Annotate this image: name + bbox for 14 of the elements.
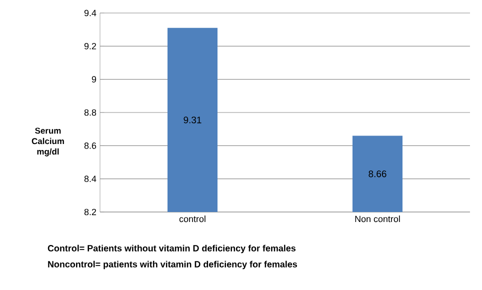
y-tick-label: 9.2 bbox=[84, 42, 96, 50]
y-tick-label: 8.6 bbox=[84, 142, 96, 149]
y-axis-title: Serum Calcium mg/dl bbox=[32, 128, 64, 156]
text: Noncontrol= patients with vitamin D deficiency for females bbox=[48, 260, 298, 270]
y-tick-label: 8.8 bbox=[84, 109, 96, 116]
y-tick-label: 9 bbox=[92, 76, 96, 83]
x-tick-label: Non control bbox=[355, 216, 400, 222]
y-tick-label: 8.4 bbox=[84, 176, 96, 182]
data-label: 8.66 bbox=[368, 170, 386, 178]
y-tick-label: 9.4 bbox=[84, 10, 96, 16]
y-tick-label: 8.2 bbox=[84, 208, 96, 216]
data-label: 9.31 bbox=[184, 116, 202, 124]
x-tick-label: control bbox=[179, 216, 206, 222]
text: Control= Patients without vitamin D deficiency for females bbox=[48, 244, 296, 254]
